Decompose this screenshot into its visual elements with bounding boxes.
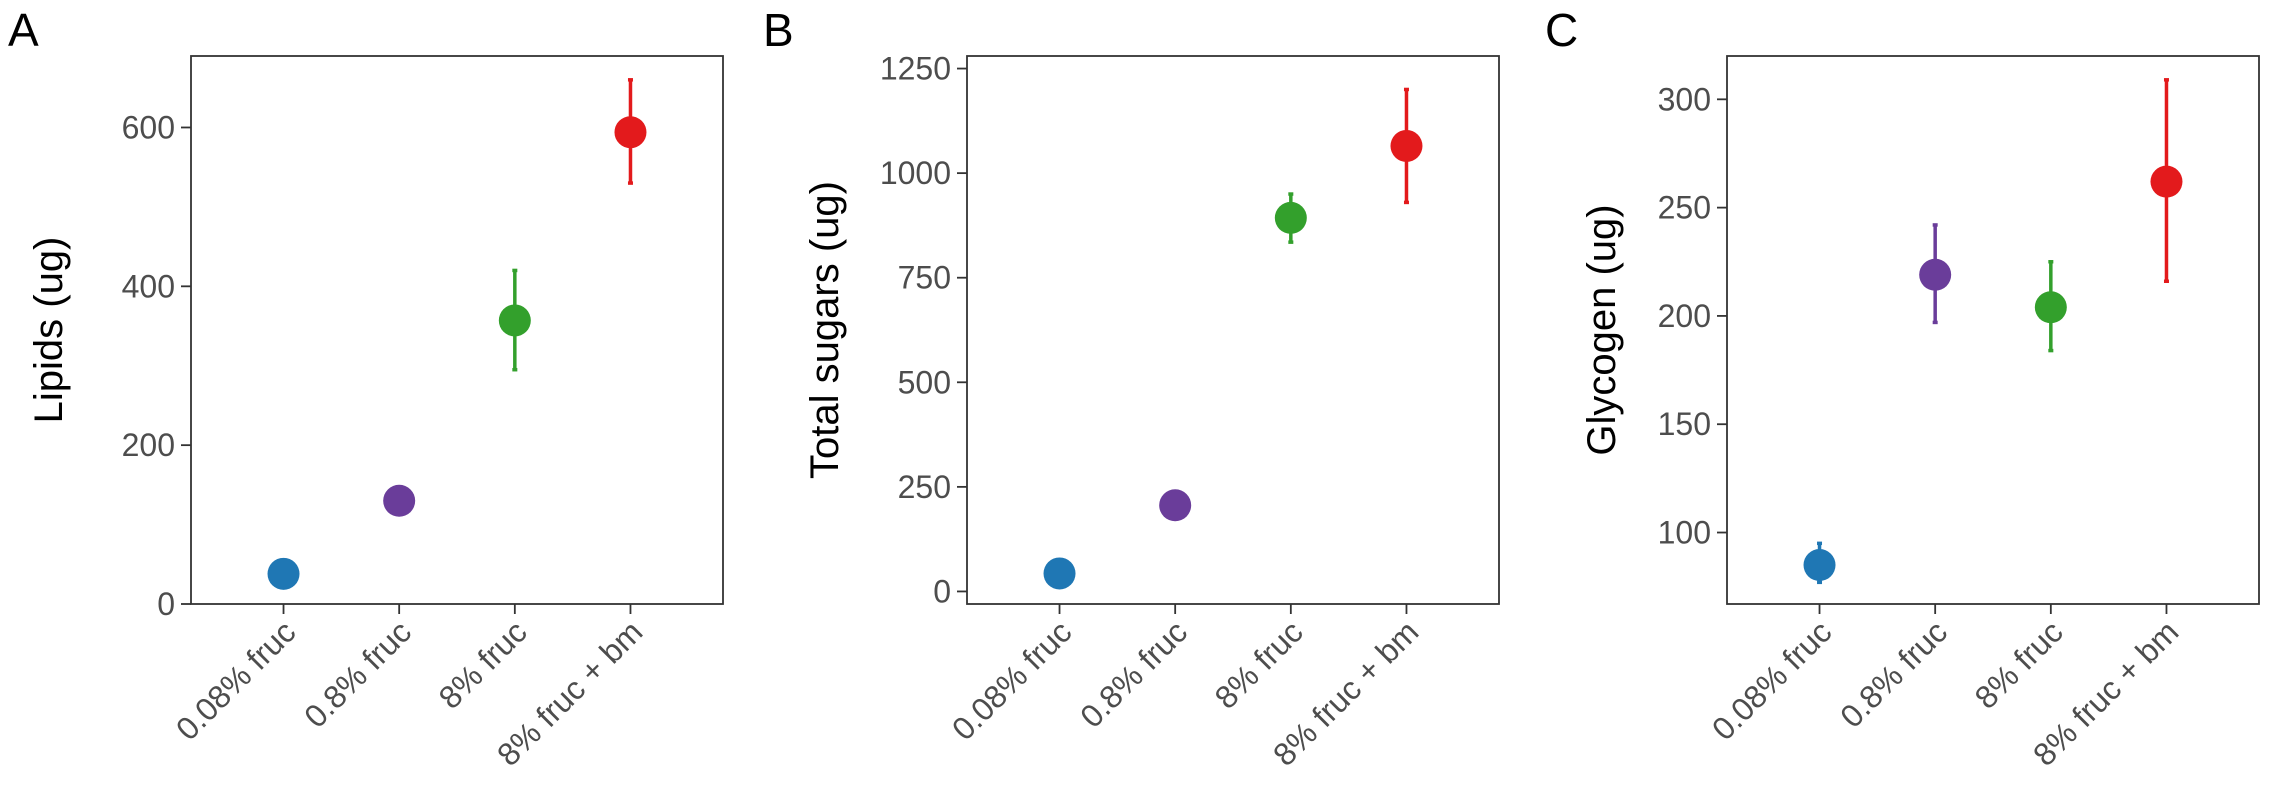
panel-a-ylabel: Lipids (ug) — [27, 237, 71, 424]
panel-a-point-2 — [498, 304, 531, 337]
panel-c-xtick-label: 8% fruc — [1968, 613, 2070, 715]
panel-a-point-1 — [383, 484, 416, 517]
panel-b-point-0 — [1043, 557, 1076, 590]
panel-b-point-3 — [1390, 129, 1423, 162]
panel-c-ytick-label: 150 — [1658, 406, 1711, 442]
panel-c-ytick-label: 300 — [1658, 81, 1711, 117]
panel-a-ytick-label: 400 — [122, 268, 175, 304]
panel-b-ytick-label: 500 — [898, 364, 951, 400]
panel-b-ytick-label: 1250 — [880, 51, 951, 87]
panel-b-frame — [966, 55, 1500, 605]
panel-c-xtick-label: 0.08% fruc — [1705, 613, 1839, 747]
panel-c-ytick-label: 200 — [1658, 298, 1711, 334]
panel-c-point-3 — [2150, 165, 2183, 198]
panel-c-ytick-label: 100 — [1658, 515, 1711, 551]
panel-b: B Total sugars (ug) 0 250 500 750 1000 1250 0… — [763, 4, 1500, 773]
panel-c-frame — [1726, 55, 2260, 605]
panel-c: C Glycogen (ug) 100 150 200 250 300 0.08% fr… — [1545, 4, 2260, 773]
panel-c-marks — [1803, 78, 2183, 585]
panel-c-yticks: 100 150 200 250 300 — [1658, 81, 1727, 551]
panel-b-yticks: 0 250 500 750 1000 1250 — [880, 51, 967, 609]
panel-b-marks — [1043, 87, 1423, 590]
panel-b-ytick-label: 750 — [898, 260, 951, 296]
panel-b-xtick-label: 0.08% fruc — [945, 613, 1079, 747]
panel-a-letter: A — [8, 4, 39, 56]
panel-c-xtick-label: 0.8% fruc — [1833, 613, 1954, 734]
panel-a-frame — [190, 55, 724, 605]
panel-b-point-1 — [1159, 489, 1192, 522]
panel-c-point-2 — [2034, 291, 2067, 324]
panel-b-xtick-label: 0.8% fruc — [1073, 613, 1194, 734]
panel-a-marks — [267, 78, 647, 590]
panel-c-letter: C — [1545, 4, 1578, 56]
panel-b-ytick-label: 1000 — [880, 155, 951, 191]
panel-a-xtick-label: 0.08% fruc — [169, 613, 303, 747]
panel-b-ylabel: Total sugars (ug) — [803, 181, 847, 479]
panel-c-point-0 — [1803, 549, 1836, 582]
panel-b-letter: B — [763, 4, 794, 56]
panel-c-ylabel: Glycogen (ug) — [1580, 204, 1624, 455]
panel-a: A Lipids (ug) 0 200 400 600 0.08% fruc0.8% … — [8, 4, 724, 773]
panel-b-ytick-label: 0 — [933, 573, 951, 609]
panel-a-xtick-label: 0.8% fruc — [297, 613, 418, 734]
panel-a-point-0 — [267, 557, 300, 590]
panel-a-ytick-label: 0 — [157, 586, 175, 622]
panel-b-point-2 — [1274, 201, 1307, 234]
panel-c-point-1 — [1919, 258, 1952, 291]
panel-a-point-3 — [614, 116, 647, 149]
panel-a-ytick-label: 200 — [122, 427, 175, 463]
panel-a-ytick-label: 600 — [122, 109, 175, 145]
panel-c-ytick-label: 250 — [1658, 190, 1711, 226]
panel-a-yticks: 0 200 400 600 — [122, 109, 191, 622]
panel-b-ytick-label: 250 — [898, 469, 951, 505]
panel-b-xtick-label: 8% fruc — [1208, 613, 1310, 715]
panel-a-xtick-label: 8% fruc — [432, 613, 534, 715]
